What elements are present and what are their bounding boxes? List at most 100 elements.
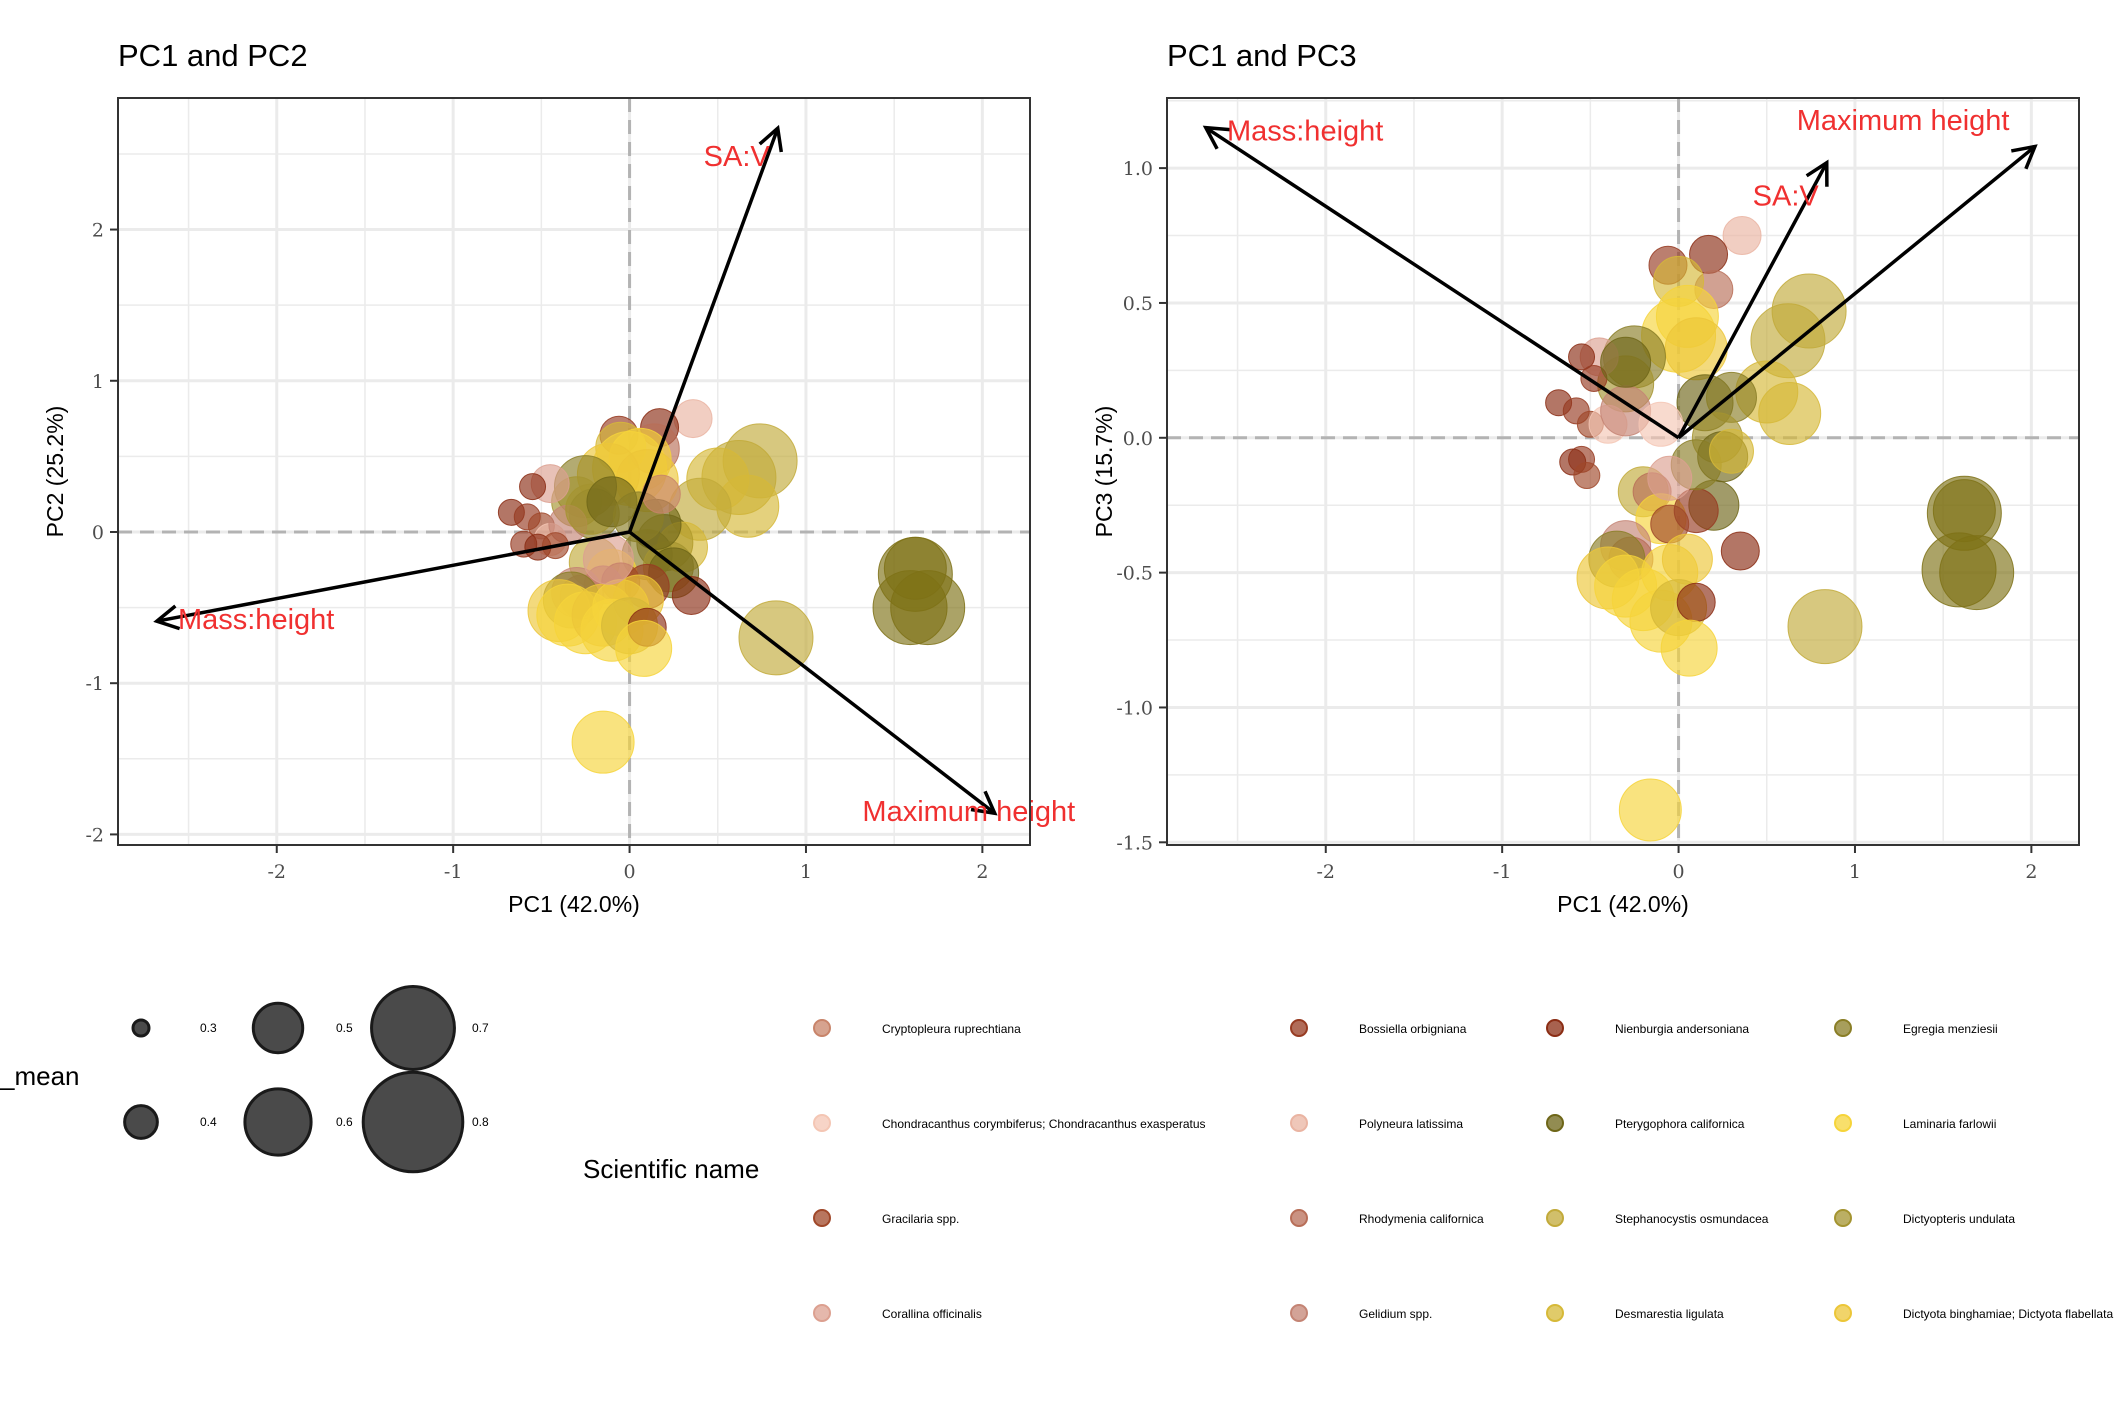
color-legend: Scientific name Cryptopleura ruprechtiana… (583, 1019, 2113, 1322)
panel-title: PC1 and PC3 (1167, 38, 1357, 73)
size-legend: _mean 0.3 0.4 0.5 0.6 0.7 0.8 (0, 985, 489, 1174)
data-point (519, 473, 547, 501)
color-legend-key (1290, 1114, 1308, 1132)
gridlines (1167, 98, 2079, 845)
size-legend-label: 0.8 (472, 1115, 489, 1129)
color-legend-key (1834, 1304, 1852, 1322)
loading-arrow (1677, 145, 2037, 440)
loading-arrow-head (1805, 159, 1829, 187)
color-legend-key (813, 1209, 831, 1227)
size-legend-key (251, 1001, 305, 1055)
y-tick-label: 0.5 (1123, 293, 1153, 315)
loading-arrow (156, 530, 630, 623)
size-legend-key (131, 1018, 151, 1038)
loading-arrow-head (758, 124, 784, 153)
data-point (1676, 582, 1716, 622)
data-point (1600, 336, 1652, 388)
color-legend-label: Bossiella orbigniana (1359, 1022, 1467, 1036)
color-legend-label: Laminaria farlowii (1903, 1117, 1996, 1131)
color-legend-label: Chondracanthus corymbiferus; Chondracant… (882, 1117, 1206, 1131)
y-tick-label: -0.5 (1116, 563, 1153, 585)
x-axis-label: PC1 (42.0%) (508, 891, 640, 917)
plot-border (117, 97, 1031, 846)
y-tick-label: -2 (85, 824, 104, 846)
size-legend-label: 0.4 (200, 1115, 217, 1129)
data-point (671, 575, 711, 615)
size-legend-key (123, 1104, 159, 1140)
data-point (615, 619, 673, 677)
data-point (1573, 462, 1601, 490)
color-legend-label: Egregia menziesii (1903, 1022, 1998, 1036)
data-point (582, 533, 634, 585)
x-tick-label: 1 (800, 861, 812, 883)
x-tick-label: 1 (1849, 861, 1861, 883)
size-legend-label: 0.5 (336, 1021, 353, 1035)
color-legend-title: Scientific name (583, 1154, 759, 1184)
color-legend-label: Pterygophora californica (1615, 1117, 1745, 1131)
data-point (738, 600, 814, 676)
color-legend-label: Nienburgia andersoniana (1615, 1022, 1749, 1036)
color-legend-key (813, 1019, 831, 1037)
plot-background (1167, 98, 2079, 845)
data-point (1660, 619, 1718, 677)
loading-arrow (628, 530, 996, 815)
loading-label: Mass:height (1227, 116, 1383, 148)
y-axis-label: PC2 (25.2%) (42, 406, 68, 538)
color-legend-key (1834, 1209, 1852, 1227)
data-point (1661, 533, 1713, 585)
x-tick-label: -2 (268, 861, 287, 883)
size-legend-key (370, 985, 456, 1071)
data-point (1720, 531, 1760, 571)
loading-arrows: Mass:height Maximum height SA:V (1202, 105, 2038, 440)
x-axis-label: PC1 (42.0%) (1557, 891, 1689, 917)
color-legend-label: Dictyopteris undulata (1903, 1212, 2015, 1226)
color-legend-label: Polyneura latissima (1359, 1117, 1463, 1131)
loading-label: SA:V (1753, 180, 1820, 212)
size-legend-label: 0.6 (336, 1115, 353, 1129)
y-tick-label: -1.0 (1116, 697, 1153, 719)
data-point (1939, 535, 2015, 611)
data-point (1618, 778, 1682, 842)
data-points (497, 399, 966, 774)
loading-label: SA:V (704, 141, 771, 173)
y-tick-label: 1 (92, 371, 104, 393)
gridlines (118, 98, 1030, 845)
y-tick-label: 0.0 (1123, 428, 1153, 450)
color-legend-key (1834, 1019, 1852, 1037)
color-legend-label: Gracilaria spp. (882, 1212, 959, 1226)
color-legend-label: Corallina officinalis (882, 1307, 982, 1321)
x-tick-label: 0 (1673, 861, 1685, 883)
data-point (1708, 428, 1754, 474)
color-legend-label: Dictyota binghamiae; Dictyota flabellata (1903, 1307, 2113, 1321)
data-point (571, 710, 635, 774)
plot-border (1166, 97, 2080, 846)
color-legend-key (1546, 1019, 1564, 1037)
y-axis-label: PC3 (15.7%) (1091, 406, 1117, 538)
loading-arrow (1677, 161, 1829, 439)
data-point (1664, 317, 1728, 381)
color-legend-label: Stephanocystis osmundacea (1615, 1212, 1769, 1226)
panel-title: PC1 and PC2 (118, 38, 308, 73)
panel-pc1-pc2: SA:V Mass:height Maximum height -2 -1 0 1 2 -2 -1… (42, 38, 1075, 917)
y-tick-label: -1.5 (1116, 832, 1153, 854)
x-tick-label: 2 (2025, 861, 2037, 883)
y-tick-label: 2 (92, 220, 104, 242)
data-point (673, 399, 713, 439)
loading-label: Maximum height (862, 796, 1075, 828)
size-legend-title: _mean (0, 1061, 80, 1091)
color-legend-key (1290, 1019, 1308, 1037)
size-legend-key (243, 1087, 313, 1157)
loading-label: Maximum height (1797, 105, 2010, 137)
color-legend-key (813, 1114, 831, 1132)
color-legend-label: Rhodymenia californica (1359, 1212, 1484, 1226)
data-point (1568, 343, 1596, 371)
color-legend-label: Gelidium spp. (1359, 1307, 1432, 1321)
size-legend-label: 0.3 (200, 1021, 217, 1035)
color-legend-label: Desmarestia ligulata (1615, 1307, 1724, 1321)
data-point (1722, 216, 1762, 256)
loading-arrow-head (2010, 144, 2038, 170)
data-point (1787, 589, 1863, 665)
color-legend-key (1546, 1209, 1564, 1227)
y-tick-label: 0 (92, 522, 104, 544)
